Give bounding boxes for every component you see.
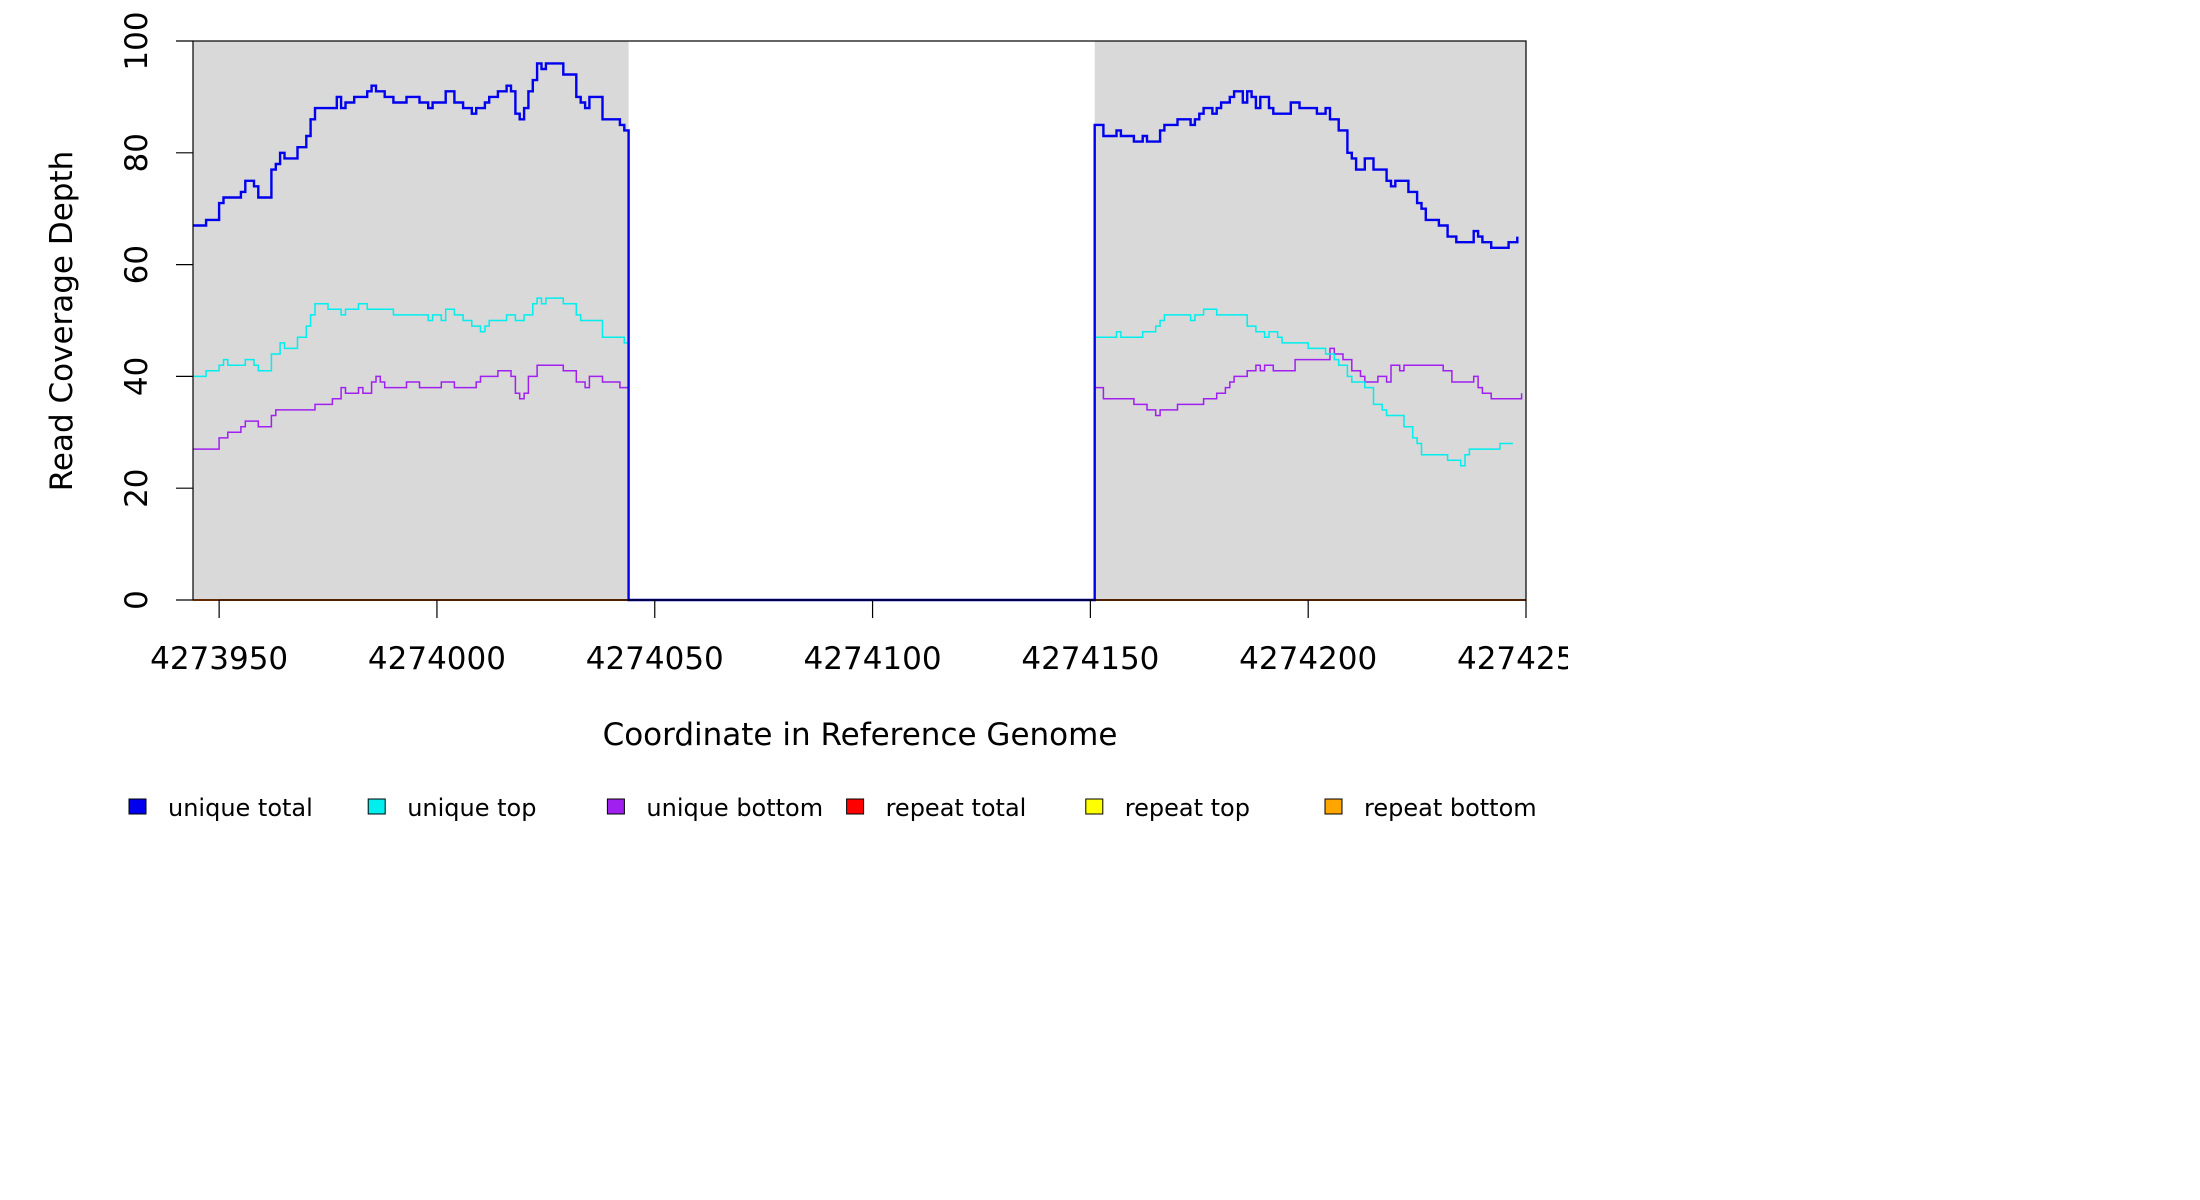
y-tick-label-100: 100 bbox=[119, 11, 155, 70]
shaded-regions bbox=[193, 41, 1526, 600]
y-tick-label-0: 0 bbox=[119, 590, 155, 610]
y-axis: 0 20 40 60 80 100 bbox=[119, 11, 193, 610]
series-line-unique-bottom bbox=[193, 347, 1523, 601]
legend-swatch-repeat-total bbox=[846, 798, 865, 815]
y-tick-label-60: 60 bbox=[119, 245, 155, 284]
legend-label-unique-top: unique top bbox=[407, 794, 536, 822]
series-line-unique-top bbox=[193, 297, 1513, 601]
legend-swatch-repeat-top bbox=[1085, 798, 1104, 815]
x-tick-label-4274100: 4274100 bbox=[804, 641, 942, 677]
coverage-chart: 0 20 40 60 80 100 4273950 4274000 4274050 427410… bbox=[44, 11, 1568, 822]
x-tick-label-4274150: 4274150 bbox=[1021, 641, 1159, 677]
legend-swatch-unique-top bbox=[367, 798, 386, 815]
shaded-region-1 bbox=[193, 41, 629, 600]
legend-swatch-repeat-bottom bbox=[1324, 798, 1343, 815]
legend-label-repeat-top: repeat top bbox=[1125, 794, 1250, 822]
shaded-region-2 bbox=[1094, 41, 1526, 600]
series-line-unique-total bbox=[193, 62, 1519, 602]
legend-label-unique-total: unique total bbox=[168, 794, 313, 822]
legend-swatch-unique-total bbox=[128, 798, 147, 815]
y-tick-label-20: 20 bbox=[119, 468, 155, 507]
x-axis: 4273950 4274000 4274050 4274100 4274150 42742… bbox=[150, 599, 1568, 677]
x-tick-label-4274050: 4274050 bbox=[586, 641, 724, 677]
x-axis-title: Coordinate in Reference Genome bbox=[603, 717, 1118, 753]
legend-label-repeat-bottom: repeat bottom bbox=[1364, 794, 1537, 822]
x-tick-label-4274250: 4274250 bbox=[1457, 641, 1568, 677]
legend: unique total unique top unique bottom repea… bbox=[128, 794, 1537, 822]
legend-swatch-unique-bottom bbox=[606, 798, 625, 815]
y-tick-label-40: 40 bbox=[119, 357, 155, 396]
legend-label-unique-bottom: unique bottom bbox=[646, 794, 823, 822]
legend-label-repeat-total: repeat total bbox=[886, 794, 1027, 822]
x-tick-label-4274000: 4274000 bbox=[368, 641, 506, 677]
x-tick-label-4273950: 4273950 bbox=[150, 641, 288, 677]
y-tick-label-80: 80 bbox=[119, 133, 155, 172]
x-tick-label-4274200: 4274200 bbox=[1239, 641, 1377, 677]
y-axis-title: Read Coverage Depth bbox=[44, 151, 80, 492]
